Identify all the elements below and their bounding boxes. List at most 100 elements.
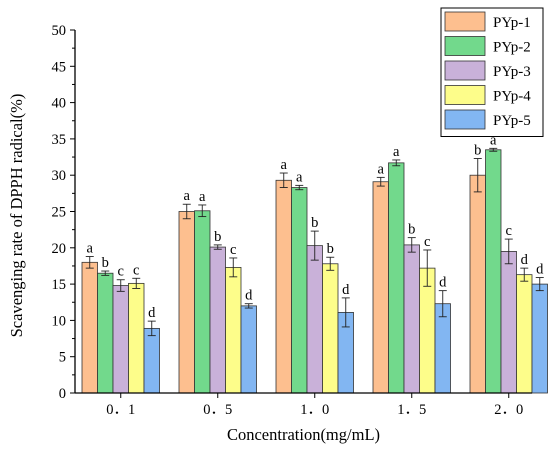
- bar-pyp-4-1.5: [419, 267, 436, 394]
- y-tick-label-50: 50: [52, 23, 67, 39]
- y-tick-label-20: 20: [52, 241, 67, 257]
- significance-label-pyp-1-1.0: a: [281, 157, 288, 173]
- significance-label-pyp-3-2.0: c: [506, 223, 512, 239]
- bar-pyp-5-0.1: [143, 327, 160, 394]
- bar-pyp-2-0.1: [97, 272, 114, 394]
- error-bar-pyp-4-2.0: [520, 267, 529, 282]
- significance-label-pyp-4-0.5: c: [230, 242, 236, 258]
- error-bar-pyp-4-0.5: [229, 257, 238, 278]
- error-bar-pyp-5-0.1: [147, 320, 156, 337]
- bar-pyp-1-2.0: [469, 174, 486, 394]
- bar-pyp-2-1.0: [291, 187, 308, 394]
- significance-label-pyp-4-0.1: c: [133, 262, 139, 278]
- legend-label-pyp-5: PYp-5: [493, 113, 531, 129]
- legend-label-pyp-3: PYp-3: [493, 64, 531, 80]
- error-bar-pyp-4-0.1: [132, 277, 141, 289]
- error-bar-pyp-1-0.1: [85, 256, 94, 269]
- bar-pyp-5-2.0: [531, 283, 548, 394]
- legend-item-pyp-1: PYp-1: [444, 11, 531, 32]
- significance-label-pyp-2-1.0: a: [296, 169, 303, 185]
- significance-label-pyp-5-1.5: d: [439, 275, 447, 291]
- significance-label-pyp-4-1.5: c: [424, 234, 430, 250]
- error-bar-pyp-2-2.0: [489, 147, 498, 152]
- error-bar-pyp-3-2.0: [504, 238, 513, 265]
- significance-label-pyp-2-1.5: a: [393, 144, 400, 160]
- significance-label-pyp-4-2.0: d: [521, 252, 529, 268]
- y-tick-label-0: 0: [59, 386, 66, 402]
- significance-label-pyp-1-0.1: a: [87, 241, 94, 257]
- significance-label-pyp-2-0.1: b: [102, 255, 109, 271]
- error-bars-layer: [85, 147, 544, 337]
- legend-swatch-pyp-2: [444, 36, 486, 56]
- bars-layer: [81, 149, 548, 394]
- significance-label-pyp-3-1.0: b: [311, 215, 318, 231]
- bar-pyp-4-0.1: [128, 282, 145, 394]
- bar-pyp-3-0.1: [112, 285, 129, 394]
- significance-label-pyp-2-0.5: a: [199, 189, 206, 205]
- significance-label-pyp-5-2.0: d: [536, 262, 544, 278]
- error-bar-pyp-5-0.5: [244, 303, 253, 309]
- bar-pyp-1-0.1: [81, 261, 98, 394]
- error-bar-pyp-5-1.5: [438, 290, 447, 318]
- bar-pyp-3-1.0: [306, 245, 323, 394]
- error-bar-pyp-1-0.5: [182, 203, 191, 220]
- significance-label-pyp-1-0.5: a: [184, 188, 191, 204]
- error-bar-pyp-1-2.0: [473, 158, 482, 193]
- bar-pyp-4-1.0: [322, 263, 339, 394]
- legend-label-pyp-2: PYp-2: [493, 40, 531, 56]
- bar-pyp-2-1.5: [388, 162, 405, 394]
- y-tick-label-45: 45: [52, 59, 67, 75]
- bar-pyp-1-1.0: [275, 179, 292, 394]
- significance-label-pyp-1-2.0: b: [474, 143, 481, 159]
- error-bar-pyp-2-1.5: [392, 159, 401, 167]
- y-tick-label-30: 30: [52, 168, 67, 184]
- bar-pyp-3-1.5: [403, 244, 420, 394]
- y-tick-label-15: 15: [52, 277, 67, 293]
- significance-label-pyp-5-1.0: d: [342, 282, 350, 298]
- legend-item-pyp-2: PYp-2: [444, 36, 531, 56]
- bar-pyp-2-0.5: [194, 210, 211, 394]
- significance-label-pyp-3-0.1: c: [118, 264, 124, 280]
- significance-label-pyp-1-1.5: a: [378, 161, 385, 177]
- bar-pyp-1-1.5: [372, 181, 389, 394]
- error-bar-pyp-4-1.0: [326, 256, 335, 271]
- error-bar-pyp-3-0.1: [116, 279, 125, 292]
- legend-item-pyp-5: PYp-5: [444, 109, 531, 130]
- bar-pyp-5-0.5: [240, 305, 257, 394]
- bar-pyp-3-2.0: [500, 251, 517, 394]
- bar-pyp-2-2.0: [485, 149, 502, 394]
- significance-label-pyp-3-1.5: b: [408, 222, 415, 238]
- error-bar-pyp-5-1.0: [341, 297, 350, 328]
- legend-swatch-pyp-4: [444, 85, 486, 105]
- bar-pyp-3-0.5: [209, 246, 226, 394]
- bar-pyp-4-0.5: [225, 267, 242, 394]
- x-axis-title: Concentration(mg/mL): [227, 425, 380, 444]
- y-tick-label-5: 5: [59, 350, 66, 366]
- error-bar-pyp-4-1.5: [423, 249, 432, 287]
- legend-swatch-pyp-1: [444, 11, 486, 32]
- error-bar-pyp-2-1.0: [295, 184, 304, 191]
- error-bar-pyp-5-2.0: [535, 277, 544, 292]
- legend: PYp-1 PYp-2 PYp-3 PYp-4 PYp-5: [440, 7, 544, 137]
- significance-label-pyp-3-0.5: b: [214, 229, 221, 245]
- x-tick-label-0.1: 0．1: [106, 402, 135, 418]
- x-tick-label-2.0: 2．0: [494, 402, 523, 418]
- error-bar-pyp-2-0.5: [198, 204, 207, 218]
- x-tick-label-1.5: 1．5: [397, 402, 426, 418]
- legend-item-pyp-3: PYp-3: [444, 60, 531, 81]
- legend-item-pyp-4: PYp-4: [444, 85, 531, 105]
- significance-label-pyp-4-1.0: b: [327, 241, 334, 257]
- error-bar-pyp-3-1.5: [407, 237, 416, 253]
- legend-label-pyp-1: PYp-1: [493, 15, 531, 31]
- bar-pyp-4-2.0: [516, 274, 533, 394]
- significance-label-pyp-5-0.1: d: [148, 305, 156, 321]
- significance-label-pyp-5-0.5: d: [245, 288, 253, 304]
- y-tick-label-40: 40: [52, 96, 67, 112]
- y-tick-label-25: 25: [52, 205, 67, 221]
- error-bar-pyp-3-1.0: [310, 230, 319, 261]
- error-bar-pyp-1-1.0: [279, 172, 288, 188]
- error-bar-pyp-3-0.5: [213, 244, 222, 250]
